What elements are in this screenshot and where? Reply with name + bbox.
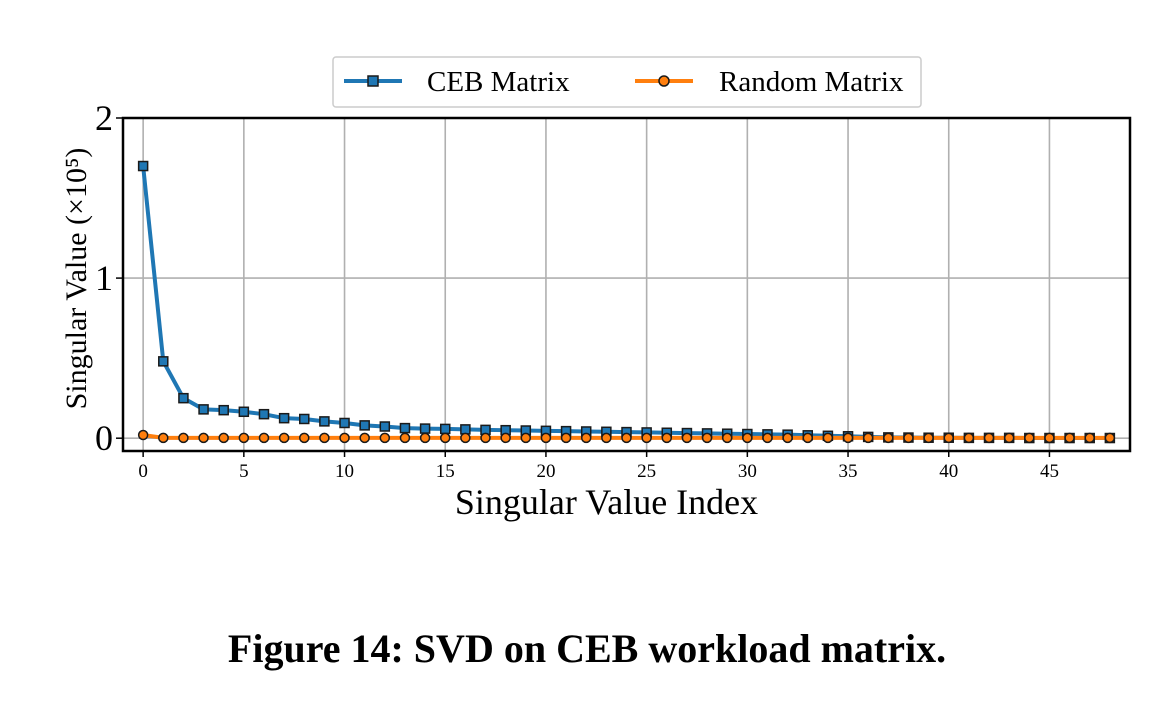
data-point-circle [621, 432, 632, 444]
data-point-circle [1024, 432, 1035, 444]
data-point-circle [802, 432, 814, 444]
data-point-square [198, 404, 209, 415]
x-axis-label: Singular Value Index [455, 482, 758, 522]
data-point-circle [560, 432, 572, 444]
data-point-circle [1084, 432, 1095, 444]
legend-marker-circle [658, 75, 670, 87]
data-point-circle [903, 432, 914, 444]
x-tick-label: 0 [138, 461, 148, 482]
x-tick-label: 15 [436, 461, 455, 482]
x-tick-label: 5 [239, 461, 249, 482]
data-point-circle [923, 432, 934, 444]
data-point-circle [439, 432, 451, 444]
data-point-circle [963, 432, 975, 444]
data-point-circle [883, 432, 894, 444]
data-point-circle [299, 432, 310, 444]
series-line-1 [141, 164, 1112, 441]
x-tick-label: 30 [738, 461, 757, 482]
data-point-square [439, 423, 451, 435]
data-point-circle [1044, 432, 1055, 444]
data-point-circle [540, 432, 552, 444]
data-point-circle [500, 432, 511, 444]
x-tick-label: 20 [536, 461, 555, 482]
data-point-circle [661, 432, 673, 444]
data-point-circle [198, 432, 209, 444]
data-point-circle [460, 432, 471, 444]
data-point-circle [983, 432, 995, 444]
data-point-square [258, 408, 270, 420]
y-tick-label: 0 [95, 418, 113, 458]
data-point-circle [339, 432, 350, 444]
data-point-square [238, 406, 250, 418]
legend: CEB Matrix Random Matrix [332, 56, 922, 108]
data-point-square [178, 392, 189, 404]
data-point-circle [822, 432, 834, 444]
data-point-circle [943, 432, 954, 444]
data-point-circle [520, 432, 532, 444]
data-point-square [137, 160, 149, 172]
data-point-circle [399, 432, 411, 444]
data-point-circle [701, 432, 713, 444]
data-point-circle [1003, 432, 1015, 444]
x-tick-label: 10 [335, 461, 354, 482]
data-point-circle [158, 432, 169, 444]
data-point-square [419, 423, 431, 434]
data-point-circle [480, 432, 491, 444]
data-point-circle [359, 432, 370, 444]
y-tick-label: 1 [95, 258, 113, 298]
chart-svg: 0 5 10 15 20 25 30 35 40 45 0 1 2 Singular Value Inde… [60, 56, 1132, 522]
data-point-circle [762, 432, 773, 444]
legend-box [332, 56, 922, 108]
y-axis-label: Singular Value (×10⁵) [60, 148, 93, 410]
data-point-square [399, 422, 411, 434]
data-point-circle [178, 432, 189, 444]
data-point-circle [641, 432, 652, 444]
data-point-circle [721, 432, 733, 444]
data-point-circle [419, 432, 431, 444]
x-tick-label: 35 [839, 461, 858, 482]
data-point-circle [218, 432, 229, 444]
plot-frame [121, 116, 1132, 453]
data-point-circle [238, 432, 250, 444]
legend-label-1: CEB Matrix [427, 66, 570, 98]
data-point-circle [601, 432, 612, 444]
data-point-circle [1064, 432, 1075, 444]
data-point-circle [137, 429, 149, 441]
data-point-square [339, 417, 350, 429]
data-point-circle [1104, 432, 1116, 444]
data-point-square [218, 404, 229, 416]
x-tick-label: 25 [637, 461, 656, 482]
data-point-circle [580, 432, 592, 444]
x-tick-label: 45 [1040, 461, 1059, 482]
legend-marker-square [367, 75, 379, 87]
data-point-circle [258, 432, 270, 444]
data-point-circle [842, 432, 854, 444]
y-tick-label: 2 [95, 98, 113, 138]
data-point-square [299, 413, 310, 425]
data-point-circle [862, 432, 874, 444]
data-point-circle [319, 432, 330, 444]
data-point-square [319, 416, 330, 427]
data-point-square [379, 421, 391, 432]
data-point-circle [681, 432, 693, 444]
x-tick-label: 40 [939, 461, 958, 482]
data-point-square [359, 420, 370, 431]
chart-area: 0 5 10 15 20 25 30 35 40 45 0 1 2 Singular Value Inde… [60, 56, 1132, 522]
data-point-circle [278, 432, 290, 444]
figure-caption: Figure 14: SVD on CEB workload matrix. [227, 626, 947, 671]
data-point-square [460, 424, 471, 435]
legend-label-2: Random Matrix [719, 66, 904, 98]
data-point-square [278, 412, 290, 424]
data-point-circle [782, 432, 793, 444]
data-point-square [158, 356, 169, 367]
data-point-circle [379, 432, 391, 444]
data-point-circle [742, 432, 753, 444]
